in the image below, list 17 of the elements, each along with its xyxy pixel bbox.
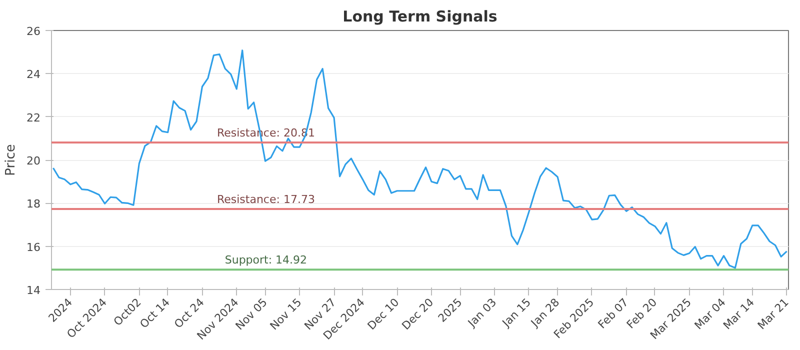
- x-tick-label: Dec 20: [399, 296, 436, 333]
- y-tick-label: 16: [26, 240, 41, 254]
- y-axis-title: Price: [4, 144, 19, 176]
- y-tick-label: 26: [26, 25, 41, 38]
- y-tick-label: 18: [26, 198, 41, 211]
- x-tick-label: Mar 21: [755, 296, 792, 332]
- x-tick-label: Jan 03: [464, 296, 500, 330]
- chart-title: Long Term Signals: [342, 8, 498, 26]
- x-tick-label: Dec 10: [365, 296, 402, 333]
- y-tick-label: 20: [26, 154, 41, 168]
- y-tick-label: 24: [26, 68, 41, 82]
- ref-line-label: Support: 14.92: [224, 254, 308, 267]
- y-tick-label: 22: [26, 111, 41, 124]
- line-series: [52, 50, 788, 269]
- ref-line-label: Resistance: 17.73: [216, 192, 315, 206]
- y-tick-label: 14: [26, 284, 41, 297]
- x-tick-label: Nov 15: [268, 296, 304, 333]
